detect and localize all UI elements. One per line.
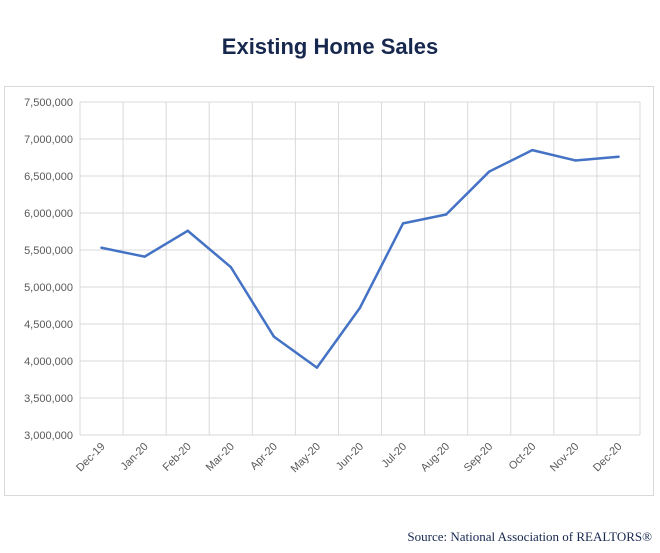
x-tick-label: Jul-20 — [380, 441, 410, 471]
x-tick-label: Jun-20 — [334, 441, 366, 473]
x-tick-label: Oct-20 — [507, 441, 539, 473]
data-point — [272, 335, 276, 338]
y-tick-label: 6,500,000 — [24, 171, 73, 183]
x-tick-label: May-20 — [289, 441, 323, 475]
x-tick-label: Dec-19 — [74, 441, 108, 475]
data-point — [444, 213, 448, 216]
data-point — [617, 155, 620, 158]
x-tick-label: Sep-20 — [462, 441, 496, 475]
y-tick-label: 6,000,000 — [24, 208, 73, 220]
y-tick-label: 7,500,000 — [24, 97, 73, 109]
data-point — [143, 255, 146, 258]
data-point — [401, 222, 405, 225]
data-point — [488, 170, 491, 173]
data-point — [531, 148, 534, 152]
x-tick-label: Mar-20 — [204, 441, 237, 474]
y-tick-label: 3,000,000 — [24, 430, 73, 442]
chart-title: Existing Home Sales — [221, 34, 439, 59]
x-tick-label: Aug-20 — [419, 441, 453, 475]
data-point — [574, 159, 577, 162]
y-tick-label: 4,000,000 — [24, 356, 73, 368]
source-note: Source: National Association of REALTORS… — [407, 529, 652, 544]
data-point — [100, 246, 103, 249]
x-tick-label: Dec-20 — [591, 441, 625, 475]
x-tick-label: Jan-20 — [118, 441, 150, 473]
chart-frame — [4, 86, 654, 496]
y-tick-label: 5,000,000 — [24, 282, 73, 294]
data-point — [229, 265, 232, 269]
data-point — [315, 366, 319, 369]
data-point — [358, 306, 362, 309]
y-tick-label: 5,500,000 — [24, 245, 73, 257]
x-tick-label: Apr-20 — [248, 441, 280, 473]
y-tick-label: 7,000,000 — [24, 134, 73, 146]
x-tick-label: Nov-20 — [548, 441, 582, 475]
series-line — [100, 148, 620, 369]
data-point — [186, 229, 189, 232]
x-tick-label: Feb-20 — [161, 441, 194, 474]
y-tick-label: 3,500,000 — [24, 393, 73, 405]
y-tick-label: 4,500,000 — [24, 319, 73, 331]
